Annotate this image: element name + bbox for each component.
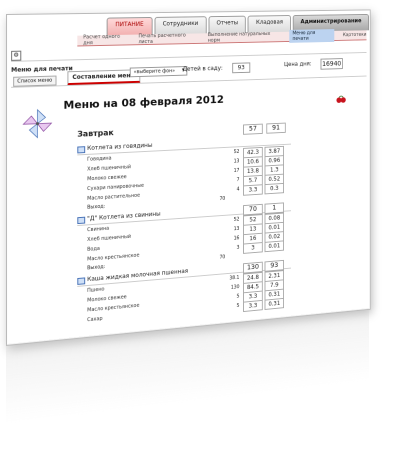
ingredient-qty: 38.1 bbox=[220, 275, 240, 282]
ingredient-name: Вода bbox=[87, 246, 100, 253]
settings-icon[interactable]: ⚙ bbox=[11, 51, 21, 61]
ingredient-qty: 5 bbox=[220, 294, 240, 301]
kids-label: Детей в саду: bbox=[183, 65, 223, 73]
ingredient-qty: 4 bbox=[220, 187, 240, 194]
ingredient-qty: 13 bbox=[220, 226, 240, 233]
meal-title: Завтрак bbox=[77, 128, 113, 138]
header-values: 57 91 bbox=[243, 123, 286, 135]
ingredient-qty: 17 bbox=[220, 168, 240, 175]
ingredient-name: Свинина bbox=[87, 226, 109, 233]
tab-2[interactable]: Отчеты bbox=[208, 16, 246, 34]
ingredient-qty: 16 bbox=[220, 235, 240, 242]
app-window: ПИТАНИЕ Сотрудники Отчеты Кладовая Администр… bbox=[6, 9, 371, 346]
output-value: 70 bbox=[220, 196, 226, 202]
subnav-item-1[interactable]: Печать расчетного листа bbox=[138, 32, 198, 45]
pinwheel-logo-icon bbox=[21, 107, 53, 140]
tab-3[interactable]: Кладовая bbox=[248, 15, 291, 32]
ingredient-qty: 13 bbox=[220, 158, 240, 165]
ingredient-qty: 130 bbox=[220, 284, 240, 291]
ingredient-name: Молоко свежее bbox=[87, 174, 127, 182]
ingredient-qty: 3 bbox=[220, 245, 240, 252]
output-label: Выход: bbox=[87, 204, 105, 211]
ingredient-value-2[interactable]: 0.31 bbox=[265, 298, 284, 310]
background-select[interactable]: «выберите фон» bbox=[130, 66, 187, 77]
ingredient-qty: 52 bbox=[220, 149, 240, 156]
menu-table: 57 91 Котлета из говядины Говядина 52 42.3 3… bbox=[77, 132, 291, 327]
ingredient-qty: 7 bbox=[220, 177, 240, 184]
ingredient-name: Сахар bbox=[87, 316, 102, 323]
cherry-icon[interactable] bbox=[336, 94, 346, 104]
dish-icon[interactable] bbox=[77, 277, 85, 285]
subnav-item-0[interactable]: Расчет одного дня bbox=[83, 34, 129, 47]
ingredient-qty: 5 bbox=[220, 303, 240, 311]
section-label: Меню для печати bbox=[11, 65, 73, 74]
ingredient-qty: 52 bbox=[220, 217, 240, 224]
menu-content: Меню на 08 февраля 2012 Завтрак 57 91 Ко… bbox=[11, 79, 366, 344]
ingredient-name: Говядина bbox=[87, 156, 111, 163]
header-value-2[interactable]: 91 bbox=[266, 123, 285, 134]
dish-icon[interactable] bbox=[77, 146, 85, 153]
output-value: 70 bbox=[220, 254, 226, 260]
output-label: Выход: bbox=[87, 264, 105, 271]
menu-title: Меню на 08 февраля 2012 bbox=[63, 93, 223, 111]
header-value-1[interactable]: 57 bbox=[243, 124, 263, 135]
kids-count-field[interactable]: 93 bbox=[232, 62, 250, 73]
subnav-item-4[interactable]: Картотеки bbox=[343, 32, 367, 38]
dish-name: Котлета из говядины bbox=[87, 142, 152, 152]
ingredient-name: Пшено bbox=[87, 287, 104, 294]
subnav-item-3[interactable]: Меню для печати bbox=[289, 29, 334, 43]
tab-0[interactable]: ПИТАНИЕ bbox=[107, 17, 153, 35]
ingredient-name: Хлеб пшеничный bbox=[87, 164, 131, 172]
price-field[interactable]: 16940 bbox=[321, 58, 343, 70]
subnav-item-2[interactable]: Выполнение натуральных норм bbox=[208, 31, 280, 44]
list-menu-button[interactable]: Список меню bbox=[13, 76, 56, 87]
price-label: Цена дня: bbox=[284, 61, 312, 68]
dish-icon[interactable] bbox=[77, 217, 85, 224]
ingredient-value-1[interactable]: 3.3 bbox=[243, 300, 263, 312]
